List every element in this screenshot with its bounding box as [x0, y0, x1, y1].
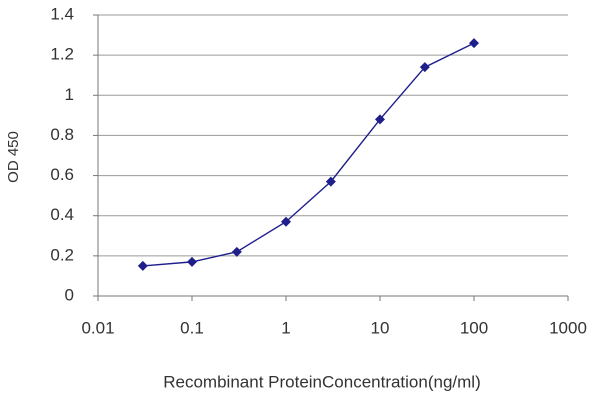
- data-point: [137, 260, 148, 271]
- data-point: [469, 38, 479, 49]
- data-line: [142, 42, 475, 267]
- x-tick-label: 1: [281, 318, 290, 337]
- x-axis-label: Recombinant ProteinConcentration(ng/ml): [163, 372, 481, 391]
- y-tick-label: 1.4: [50, 4, 74, 23]
- data-point: [419, 62, 430, 73]
- y-tick-label: 0: [65, 285, 74, 304]
- data-point: [325, 176, 336, 187]
- x-tick-label: 0.1: [180, 318, 204, 337]
- x-tick-label: 100: [460, 318, 488, 337]
- data-point: [187, 256, 197, 267]
- x-tick-label: 0.01: [81, 318, 114, 337]
- data-point: [375, 114, 385, 125]
- y-tick-label: 0.8: [50, 125, 74, 144]
- y-axis-label: OD 450: [5, 131, 22, 183]
- y-tick-label: 0.4: [50, 205, 74, 224]
- y-tick-label: 1: [65, 85, 74, 104]
- y-tick-label: 0.2: [50, 245, 74, 264]
- data-point: [231, 246, 242, 257]
- y-tick-label: 1.2: [50, 45, 74, 64]
- data-point: [281, 216, 291, 227]
- x-tick-label: 1000: [549, 318, 587, 337]
- x-tick-label: 10: [371, 318, 390, 337]
- y-tick-label: 0.6: [50, 165, 74, 184]
